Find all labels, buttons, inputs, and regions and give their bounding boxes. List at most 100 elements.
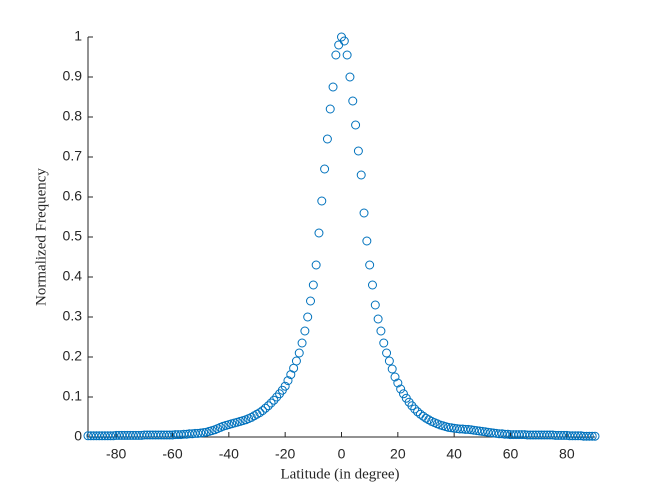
data-point: [413, 407, 423, 417]
data-point: [348, 96, 358, 106]
data-point: [466, 425, 476, 435]
data-point: [421, 413, 431, 423]
data-point: [297, 338, 307, 348]
data-point: [449, 423, 459, 433]
x-tick-label: -80: [106, 446, 126, 462]
x-tick-label: -20: [275, 446, 295, 462]
x-tick-label: 20: [390, 446, 406, 462]
data-point: [311, 260, 321, 270]
data-point: [331, 50, 341, 60]
data-point: [444, 422, 454, 432]
x-tick-label: 0: [338, 446, 346, 462]
data-point: [286, 370, 296, 380]
data-point: [424, 415, 434, 425]
data-point: [198, 428, 208, 438]
data-point: [418, 411, 428, 421]
data-point: [300, 326, 310, 336]
y-tick-label: 0.8: [63, 108, 83, 124]
data-point: [458, 424, 468, 434]
data-point: [280, 381, 290, 391]
data-point: [373, 314, 383, 324]
data-point: [376, 326, 386, 336]
y-tick-label: 0: [74, 428, 82, 444]
data-point: [497, 429, 507, 439]
data-point: [446, 423, 456, 433]
data-point: [396, 384, 406, 394]
y-tick-label: 0.1: [63, 388, 83, 404]
data-point: [342, 50, 352, 60]
data-point: [486, 428, 496, 438]
data-point: [367, 280, 377, 290]
data-point: [314, 228, 324, 238]
data-point: [334, 40, 344, 50]
y-axis-title: Normalized Frequency: [33, 168, 49, 306]
data-point: [483, 427, 493, 437]
data-point: [370, 300, 380, 310]
data-point: [359, 208, 369, 218]
y-tick-label: 0.7: [63, 148, 83, 164]
data-point: [382, 348, 392, 358]
data-point: [407, 401, 417, 411]
data-point: [584, 431, 594, 441]
data-point: [187, 429, 197, 439]
data-point: [398, 389, 408, 399]
data-point: [255, 408, 265, 418]
data-point: [410, 404, 420, 414]
data-point: [193, 428, 203, 438]
data-point: [379, 338, 389, 348]
data-point: [460, 424, 470, 434]
data-point: [317, 196, 327, 206]
x-tick-label: -60: [162, 446, 182, 462]
data-point: [365, 260, 375, 270]
data-point: [266, 398, 276, 408]
x-tick-label: -40: [219, 446, 239, 462]
data-point: [263, 401, 273, 411]
x-tick-label: 60: [503, 446, 519, 462]
data-point: [283, 376, 293, 386]
data-point: [587, 431, 597, 441]
data-point: [260, 403, 270, 413]
x-axis-title: Latitude (in degree): [280, 466, 399, 482]
y-tick-label: 0.9: [63, 68, 83, 84]
data-point: [491, 428, 501, 438]
data-point: [320, 164, 330, 174]
data-point: [328, 82, 338, 92]
y-tick-label: 0.6: [63, 188, 83, 204]
y-tick-label: 0.3: [63, 308, 83, 324]
y-tick-label: 0.2: [63, 348, 83, 364]
data-point: [362, 236, 372, 246]
data-point: [306, 296, 316, 306]
y-tick-label: 0.5: [63, 228, 83, 244]
data-point: [249, 411, 259, 421]
data-point: [303, 312, 313, 322]
data-point: [469, 425, 479, 435]
data-point: [190, 428, 200, 438]
data-point: [308, 280, 318, 290]
y-tick-label: 1: [74, 28, 82, 44]
data-point: [322, 134, 332, 144]
data-point: [258, 406, 268, 416]
data-point: [390, 372, 400, 382]
data-point: [339, 36, 349, 46]
data-point: [272, 392, 282, 402]
data-point: [590, 431, 600, 441]
x-tick-label: 40: [446, 446, 462, 462]
data-point: [246, 412, 256, 422]
data-point: [477, 426, 487, 436]
data-point: [463, 424, 473, 434]
data-point: [351, 120, 361, 130]
data-point: [356, 170, 366, 180]
data-point: [182, 429, 192, 439]
data-point: [452, 424, 462, 434]
data-point: [291, 356, 301, 366]
data-point: [294, 348, 304, 358]
data-point: [269, 395, 279, 405]
x-tick-label: 80: [559, 446, 575, 462]
data-point: [489, 428, 499, 438]
data-point: [472, 426, 482, 436]
data-point: [480, 427, 490, 437]
data-point: [353, 146, 363, 156]
data-point: [325, 104, 335, 114]
